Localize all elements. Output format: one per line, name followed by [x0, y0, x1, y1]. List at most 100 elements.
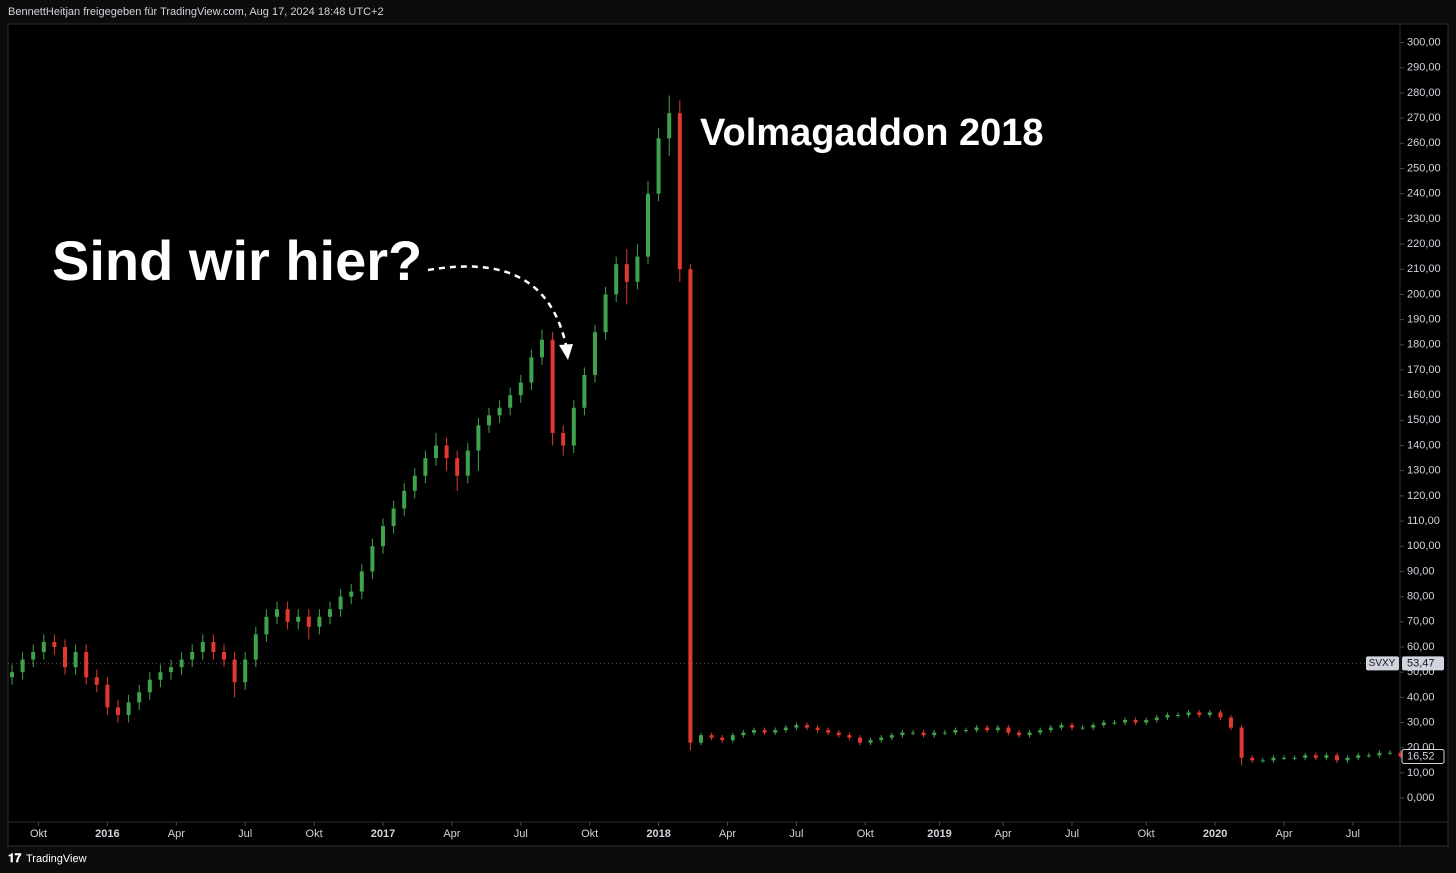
candle-body — [20, 659, 25, 673]
candle-body — [359, 571, 364, 592]
candle-body — [1260, 760, 1265, 762]
candle-body — [1070, 725, 1074, 728]
candle-body — [688, 269, 693, 743]
y-tick-label: 30,00 — [1407, 716, 1435, 728]
candle-body — [423, 458, 428, 476]
candle-body — [1377, 752, 1382, 756]
candle-body — [932, 732, 937, 736]
y-tick-label: 160,00 — [1407, 389, 1441, 401]
candle-body — [328, 609, 332, 617]
candle-body — [1059, 725, 1064, 728]
candle-body — [550, 339, 555, 433]
candle-body — [222, 652, 226, 660]
candle-body — [1091, 725, 1096, 728]
y-tick-label: 210,00 — [1407, 263, 1441, 275]
candle-body — [137, 692, 142, 703]
y-tick-label: 40,00 — [1407, 691, 1435, 703]
candle-body — [84, 652, 89, 678]
candle-body — [1027, 732, 1032, 736]
candle-body — [243, 659, 248, 683]
logo: 𝟏𝟕 — [8, 851, 22, 865]
candle-body — [1313, 755, 1318, 758]
candle-body — [1038, 730, 1043, 733]
candle-body — [200, 641, 205, 653]
candle-body — [487, 415, 491, 426]
candle-body — [1398, 752, 1403, 757]
y-tick-label: 140,00 — [1407, 439, 1441, 451]
candle-body — [921, 732, 926, 736]
candle-body — [370, 546, 375, 572]
candle-body — [1345, 757, 1350, 761]
x-tick-label: Apr — [168, 828, 185, 840]
candle-body — [476, 425, 481, 451]
candle-body — [1186, 712, 1191, 715]
candle-body — [391, 508, 396, 527]
candle-body — [508, 395, 513, 408]
candle-body — [41, 641, 46, 653]
candle-body — [635, 256, 640, 282]
candle-body — [10, 672, 14, 678]
chart-frame — [7, 23, 1449, 847]
annotation: Volmagaddon 2018 — [700, 112, 1044, 154]
x-tick-label: 2019 — [927, 828, 951, 840]
x-tick-label: Jul — [238, 828, 252, 840]
y-tick-label: 0,000 — [1407, 792, 1435, 804]
x-tick-label: Okt — [30, 828, 47, 840]
y-tick-label: 10,00 — [1407, 767, 1435, 779]
y-tick-label: 230,00 — [1407, 213, 1441, 225]
arrow-head — [559, 344, 573, 360]
x-tick-label: Jul — [789, 828, 803, 840]
candle-body — [783, 727, 788, 731]
y-tick-label: 200,00 — [1407, 288, 1441, 300]
candle-body — [1207, 712, 1212, 715]
candle-body — [1218, 712, 1223, 718]
candle-body — [964, 730, 968, 732]
x-tick-label: Okt — [306, 828, 323, 840]
candle-body — [455, 458, 460, 476]
candle-body — [52, 641, 57, 647]
candle-body — [465, 450, 470, 476]
candle-body — [190, 652, 195, 660]
candle-body — [900, 732, 905, 736]
candle-body — [116, 707, 120, 715]
candle-body — [1048, 727, 1053, 731]
y-tick-label: 70,00 — [1407, 616, 1435, 628]
candle-body — [582, 375, 587, 408]
y-tick-label: 280,00 — [1407, 87, 1441, 99]
candle-body — [1176, 714, 1180, 716]
candle-body — [1112, 722, 1117, 724]
candle-body — [762, 730, 767, 733]
candle-body — [1239, 727, 1244, 758]
candle-body — [1388, 752, 1392, 754]
x-tick-label: Okt — [581, 828, 598, 840]
candle-body — [1356, 755, 1361, 758]
candle-body — [752, 730, 756, 733]
candle-body — [211, 641, 216, 653]
y-tick-label: 120,00 — [1407, 490, 1441, 502]
candle-body — [1292, 757, 1297, 759]
y-tick-label: 90,00 — [1407, 565, 1435, 577]
x-tick-label: 2018 — [646, 828, 670, 840]
candle-body — [677, 113, 682, 270]
candle-body — [518, 382, 523, 396]
last-price-label: 16,52 — [1407, 750, 1435, 762]
candle-body — [826, 730, 831, 733]
y-tick-label: 110,00 — [1407, 515, 1440, 527]
candle-body — [1229, 717, 1233, 728]
y-tick-label: 100,00 — [1407, 540, 1441, 552]
candle-body — [614, 264, 619, 295]
y-tick-label: 180,00 — [1407, 339, 1441, 351]
candle-body — [264, 616, 269, 635]
y-tick-label: 170,00 — [1407, 364, 1441, 376]
candle-body — [1335, 755, 1339, 761]
candle-body — [889, 735, 894, 738]
y-tick-label: 80,00 — [1407, 591, 1435, 603]
price-tag-value: 53,47 — [1407, 657, 1435, 669]
x-tick-label: 2017 — [371, 828, 395, 840]
candle-body — [529, 357, 534, 383]
candle-body — [1144, 720, 1149, 723]
candle-body — [1154, 717, 1159, 721]
y-tick-label: 220,00 — [1407, 238, 1441, 250]
candle-body — [868, 740, 873, 743]
